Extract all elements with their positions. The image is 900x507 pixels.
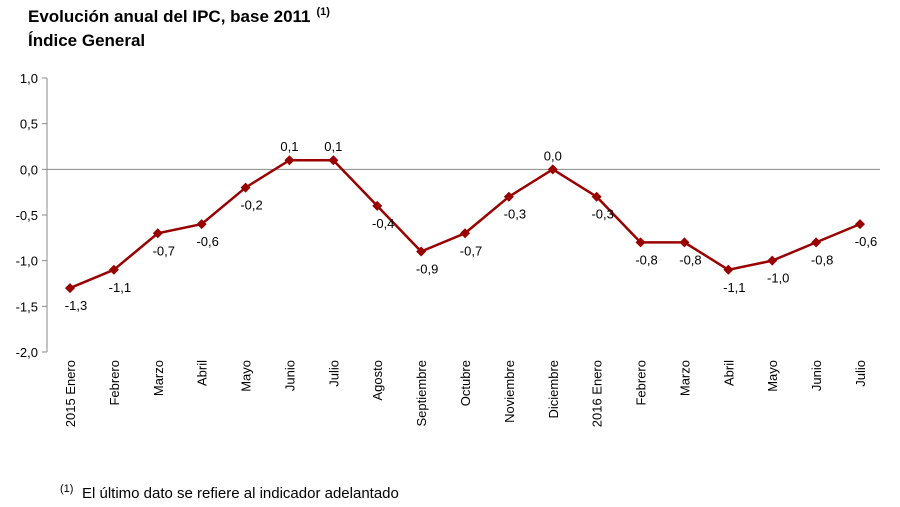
- data-label: -0,8: [635, 252, 657, 267]
- x-tick-label: Abril: [721, 360, 736, 386]
- marker: [503, 191, 514, 202]
- data-label: -0,9: [416, 262, 438, 277]
- data-label: 0,1: [324, 139, 342, 154]
- marker: [723, 264, 734, 275]
- y-tick-label: -1,0: [16, 254, 38, 269]
- marker: [547, 164, 558, 175]
- marker: [284, 155, 295, 166]
- x-tick-label: Julio: [326, 360, 341, 387]
- x-tick-label: Octubre: [458, 360, 473, 406]
- data-label: 0,1: [280, 139, 298, 154]
- y-tick-label: 0,0: [20, 162, 38, 177]
- marker: [635, 237, 646, 248]
- marker: [372, 200, 383, 211]
- series-line: [69, 158, 861, 290]
- x-tick-label: Junio: [809, 360, 824, 391]
- marker: [152, 228, 163, 239]
- x-tick-label: Marzo: [677, 360, 692, 396]
- y-tick-label: 0,5: [20, 117, 38, 132]
- chart-title: Evolución anual del IPC, base 2011: [28, 7, 311, 26]
- data-label: -0,4: [372, 216, 394, 231]
- x-tick-label: Junio: [282, 360, 297, 391]
- data-label: -1,3: [65, 298, 87, 313]
- x-tick-label: Noviembre: [502, 360, 517, 423]
- y-tick-label: -0,5: [16, 208, 38, 223]
- x-tick-label: Marzo: [151, 360, 166, 396]
- x-tick-label: 2016 Enero: [590, 360, 605, 427]
- x-tick-label: Febrero: [634, 360, 649, 406]
- data-label: 0,0: [544, 148, 562, 163]
- x-tick-label: Diciembre: [546, 360, 561, 419]
- marker: [65, 283, 75, 294]
- marker: [855, 219, 865, 230]
- x-tick-label: Mayo: [239, 360, 254, 392]
- marker: [811, 237, 822, 248]
- data-label: -0,8: [811, 252, 833, 267]
- marker: [591, 191, 602, 202]
- title-note: (1): [317, 6, 331, 18]
- data-label: -1,0: [767, 271, 789, 286]
- y-tick-label: -1,5: [16, 299, 38, 314]
- x-tick-label: Julio: [853, 360, 868, 387]
- data-label: -1,1: [109, 280, 131, 295]
- x-tick-label: Agosto: [370, 360, 385, 400]
- data-label: -0,3: [591, 207, 613, 222]
- data-label: -0,2: [240, 198, 262, 213]
- x-tick-label: Septiembre: [414, 360, 429, 426]
- data-label: -0,7: [460, 243, 482, 258]
- marker: [328, 155, 339, 166]
- data-label: -0,8: [679, 252, 701, 267]
- footnote: El último dato se refiere al indicador a…: [82, 485, 399, 502]
- marker: [416, 246, 427, 257]
- x-tick-label: Mayo: [765, 360, 780, 392]
- data-label: -1,1: [723, 280, 745, 295]
- data-label: -0,7: [153, 243, 175, 258]
- marker: [240, 182, 251, 193]
- x-tick-label: Febrero: [107, 360, 122, 406]
- y-tick-label: 1,0: [20, 71, 38, 86]
- data-label: -0,6: [196, 234, 218, 249]
- marker: [679, 237, 690, 248]
- data-label: -0,6: [855, 234, 877, 249]
- marker: [460, 228, 470, 239]
- data-label: -0,3: [504, 207, 526, 222]
- marker: [767, 255, 778, 266]
- marker: [196, 219, 207, 230]
- marker: [108, 264, 119, 275]
- chart-subtitle: Índice General: [28, 31, 145, 50]
- footnote-marker: (1): [60, 483, 73, 495]
- y-tick-label: -2,0: [16, 345, 38, 360]
- x-tick-label: 2015 Enero: [63, 360, 78, 427]
- x-tick-label: Abril: [195, 360, 210, 386]
